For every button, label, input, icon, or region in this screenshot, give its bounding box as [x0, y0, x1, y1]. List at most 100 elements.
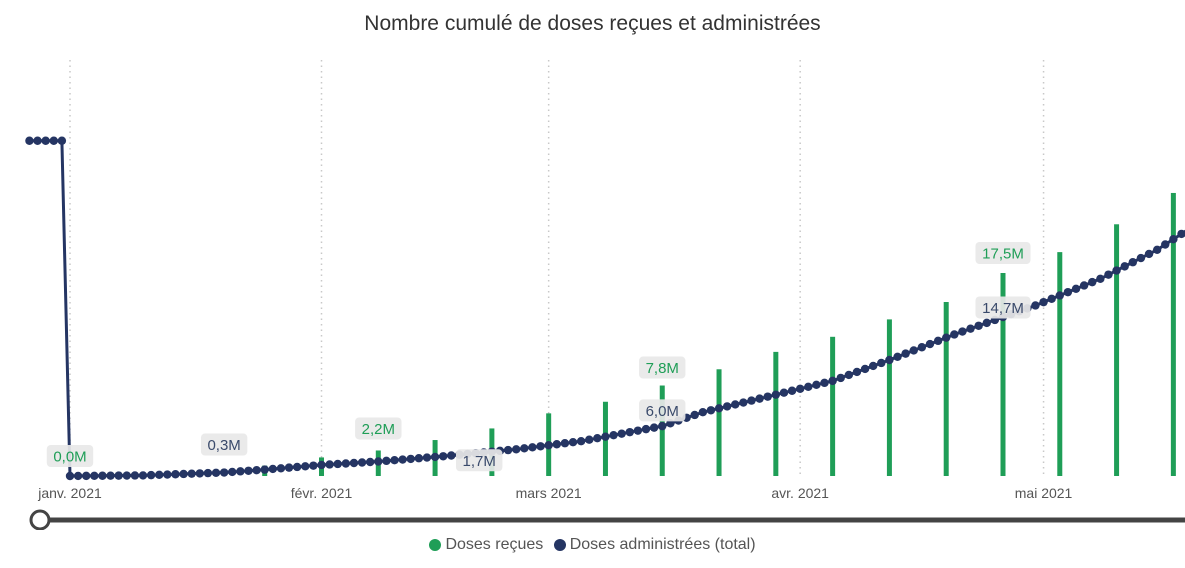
point-doses-administrees[interactable]	[503, 445, 513, 455]
point-doses-administrees[interactable]	[585, 435, 594, 444]
point-doses-administrees[interactable]	[146, 470, 156, 480]
point-doses-administrees[interactable]	[219, 468, 229, 477]
point-doses-administrees[interactable]	[536, 442, 545, 451]
point-doses-administrees[interactable]	[90, 471, 99, 481]
point-doses-administrees[interactable]	[398, 455, 407, 464]
point-doses-administrees[interactable]	[568, 438, 578, 447]
point-doses-administrees[interactable]	[974, 321, 983, 330]
point-doses-administrees[interactable]	[301, 462, 310, 471]
point-doses-administrees[interactable]	[268, 464, 278, 474]
point-doses-administrees[interactable]	[138, 471, 148, 480]
bar-doses-recues[interactable]	[1057, 252, 1063, 476]
point-doses-administrees[interactable]	[163, 470, 172, 479]
point-doses-administrees[interactable]	[171, 470, 180, 479]
point-doses-administrees[interactable]	[690, 410, 699, 420]
point-doses-administrees[interactable]	[755, 394, 764, 403]
point-doses-administrees[interactable]	[33, 136, 42, 145]
point-doses-administrees[interactable]	[731, 400, 740, 409]
point-doses-administrees[interactable]	[633, 426, 643, 435]
point-doses-administrees[interactable]	[1120, 262, 1129, 271]
point-doses-administrees[interactable]	[771, 390, 781, 399]
point-doses-administrees[interactable]	[447, 451, 456, 460]
point-doses-administrees[interactable]	[1128, 258, 1138, 267]
point-doses-administrees[interactable]	[325, 460, 334, 469]
point-doses-administrees[interactable]	[179, 469, 188, 479]
point-doses-administrees[interactable]	[1079, 281, 1089, 290]
point-doses-administrees[interactable]	[885, 355, 894, 365]
legend-item-doses-recues[interactable]: Doses reçues	[429, 536, 543, 554]
point-doses-administrees[interactable]	[552, 440, 561, 449]
point-doses-administrees[interactable]	[365, 457, 375, 467]
point-doses-administrees[interactable]	[374, 457, 383, 466]
point-doses-administrees[interactable]	[698, 408, 708, 417]
point-doses-administrees[interactable]	[284, 463, 294, 472]
point-doses-administrees[interactable]	[641, 424, 651, 434]
point-doses-administrees[interactable]	[512, 445, 521, 454]
bar-doses-recues[interactable]	[1114, 224, 1120, 476]
point-doses-administrees[interactable]	[1096, 274, 1105, 283]
point-doses-administrees[interactable]	[593, 433, 602, 443]
point-doses-administrees[interactable]	[520, 444, 529, 453]
point-doses-administrees[interactable]	[917, 343, 927, 352]
point-doses-administrees[interactable]	[155, 470, 164, 480]
point-doses-administrees[interactable]	[617, 429, 626, 438]
point-doses-administrees[interactable]	[211, 468, 221, 478]
range-slider[interactable]	[29, 509, 1185, 530]
point-doses-administrees[interactable]	[422, 453, 432, 462]
point-doses-administrees[interactable]	[114, 471, 123, 480]
point-doses-administrees[interactable]	[252, 466, 261, 475]
point-doses-administrees[interactable]	[1031, 301, 1040, 310]
point-doses-administrees[interactable]	[868, 361, 878, 371]
point-doses-administrees[interactable]	[804, 382, 813, 391]
legend-item-doses-administrees[interactable]: Doses administrées (total)	[553, 536, 756, 554]
point-doses-administrees[interactable]	[763, 392, 772, 401]
point-doses-administrees[interactable]	[706, 406, 716, 415]
point-doses-administrees[interactable]	[260, 465, 269, 474]
point-doses-administrees[interactable]	[844, 370, 854, 380]
range-slider-start-handle[interactable]	[29, 509, 51, 530]
point-doses-administrees[interactable]	[41, 136, 50, 145]
point-doses-administrees[interactable]	[747, 396, 756, 405]
point-doses-administrees[interactable]	[73, 471, 83, 481]
point-doses-administrees[interactable]	[925, 339, 935, 349]
point-doses-administrees[interactable]	[130, 471, 140, 480]
point-doses-administrees[interactable]	[982, 318, 991, 328]
point-doses-administrees[interactable]	[933, 336, 943, 346]
point-doses-administrees[interactable]	[901, 349, 910, 358]
point-doses-administrees[interactable]	[49, 136, 58, 145]
point-doses-administrees[interactable]	[609, 430, 618, 440]
point-doses-administrees[interactable]	[836, 373, 845, 383]
bar-doses-recues[interactable]	[659, 385, 665, 476]
point-doses-administrees[interactable]	[1136, 253, 1146, 263]
point-doses-administrees[interactable]	[349, 458, 359, 468]
point-doses-administrees[interactable]	[106, 471, 115, 480]
point-doses-administrees[interactable]	[236, 467, 245, 476]
point-doses-administrees[interactable]	[341, 459, 351, 468]
bar-doses-recues[interactable]	[886, 319, 892, 476]
point-doses-administrees[interactable]	[309, 461, 318, 470]
point-doses-administrees[interactable]	[942, 333, 951, 342]
point-doses-administrees[interactable]	[82, 471, 91, 481]
point-doses-administrees[interactable]	[438, 452, 448, 461]
point-doses-administrees[interactable]	[950, 330, 959, 339]
point-doses-administrees[interactable]	[203, 468, 213, 478]
point-doses-administrees[interactable]	[1177, 229, 1185, 239]
point-doses-administrees[interactable]	[228, 467, 237, 477]
point-doses-administrees[interactable]	[1152, 245, 1162, 254]
point-doses-administrees[interactable]	[357, 458, 367, 467]
point-doses-administrees[interactable]	[1039, 297, 1048, 307]
point-doses-administrees[interactable]	[382, 456, 391, 466]
point-doses-administrees[interactable]	[25, 136, 34, 145]
point-doses-administrees[interactable]	[860, 364, 870, 374]
bar-doses-recues[interactable]	[1170, 192, 1176, 476]
point-doses-administrees[interactable]	[1055, 291, 1064, 300]
point-doses-administrees[interactable]	[414, 454, 424, 463]
point-doses-administrees[interactable]	[828, 376, 837, 386]
point-doses-administrees[interactable]	[195, 469, 205, 478]
point-doses-administrees[interactable]	[1161, 240, 1170, 249]
point-doses-administrees[interactable]	[1144, 249, 1154, 259]
point-doses-administrees[interactable]	[779, 388, 789, 397]
point-doses-administrees[interactable]	[57, 136, 67, 145]
point-doses-administrees[interactable]	[390, 455, 399, 465]
point-doses-administrees[interactable]	[958, 327, 967, 336]
